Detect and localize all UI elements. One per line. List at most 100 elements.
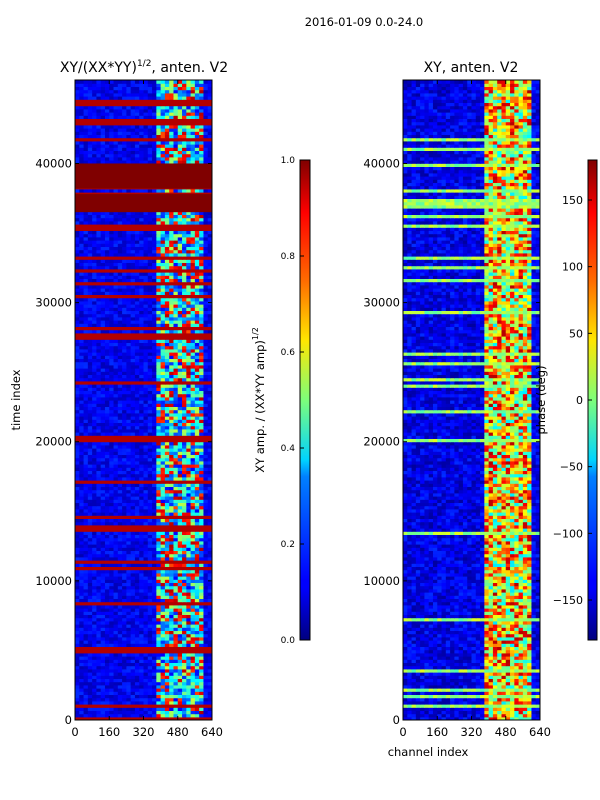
heatmap-cell [169, 508, 175, 513]
heatmap-cell [122, 291, 127, 295]
heatmap-cell [186, 508, 192, 513]
heatmap-cell [75, 451, 80, 455]
heatmap-cell [203, 377, 209, 382]
heatmap-cell [109, 396, 115, 401]
heatmap-cell [92, 300, 98, 305]
heatmap-cell [96, 387, 102, 391]
heatmap-cell [160, 700, 166, 705]
heatmap-cell [75, 396, 80, 401]
heatmap-cell [134, 396, 140, 401]
heatmap-cell [207, 649, 212, 654]
heatmap-cell [87, 512, 93, 516]
heatmap-cell [122, 716, 127, 720]
heatmap-cell [96, 406, 102, 411]
heatmap-cell [83, 278, 89, 283]
heatmap-cell [164, 710, 170, 715]
heatmap-cell [169, 259, 175, 263]
heatmap-cell [147, 233, 153, 238]
heatmap-cell [160, 691, 166, 695]
heatmap-cell [109, 364, 115, 369]
heatmap-cell [143, 576, 149, 580]
heatmap-cell [100, 403, 106, 407]
heatmap-cell [87, 505, 93, 510]
heatmap-cell [134, 464, 140, 468]
heatmap-cell [194, 704, 200, 708]
heatmap-cell [130, 713, 136, 718]
heatmap-cell [177, 544, 183, 548]
heatmap-cell [194, 345, 200, 350]
heatmap-cell [83, 412, 89, 417]
heatmap-cell [182, 617, 187, 622]
heatmap-cell [113, 588, 119, 593]
heatmap-cell [194, 409, 200, 414]
heatmap-cell [122, 569, 127, 574]
heatmap-cell [75, 220, 80, 225]
heatmap-cell [173, 697, 179, 702]
heatmap-cell [160, 640, 166, 644]
heatmap-cell [130, 681, 136, 686]
heatmap-cell [203, 496, 209, 500]
heatmap-cell [87, 672, 93, 676]
heatmap-cell [164, 672, 170, 676]
heatmap-cell [203, 332, 209, 337]
heatmap-cell [122, 672, 127, 676]
heatmap-cell [156, 512, 162, 516]
heatmap-cell [83, 288, 89, 292]
heatmap-cell [194, 249, 200, 254]
heatmap-cell [199, 422, 205, 427]
heatmap-cell [169, 537, 175, 542]
heatmap-cell [152, 227, 157, 231]
heatmap-cell [169, 326, 175, 331]
heatmap-cell [160, 508, 166, 513]
heatmap-cell [173, 614, 179, 619]
heatmap-cell [169, 480, 175, 484]
heatmap-cell [143, 326, 149, 331]
heatmap-cell [130, 592, 136, 596]
heatmap-cell [199, 371, 205, 375]
heatmap-cell [160, 636, 166, 641]
heatmap-cell [164, 470, 170, 475]
heatmap-cell [109, 476, 115, 481]
heatmap-cell [104, 246, 110, 251]
heatmap-cell [186, 355, 192, 359]
heatmap-cell [75, 476, 80, 481]
heatmap-cell [173, 512, 179, 516]
heatmap-cell [177, 320, 183, 324]
heatmap-cell [122, 400, 127, 404]
heatmap-cell [79, 329, 85, 334]
heatmap-cell [134, 425, 140, 430]
heatmap-cell [109, 694, 115, 699]
heatmap-cell [160, 259, 166, 263]
heatmap-cell [75, 364, 80, 369]
heatmap-cell [147, 710, 153, 715]
heatmap-cell [173, 502, 179, 507]
heatmap-cell [79, 345, 85, 350]
heatmap-cell [147, 457, 153, 462]
heatmap-cell [164, 480, 170, 484]
heatmap-cell [79, 710, 85, 715]
heatmap-cell [147, 422, 153, 427]
heatmap-cell [87, 332, 93, 337]
heatmap-cell [92, 406, 98, 411]
heatmap-cell [207, 656, 212, 660]
heatmap-cell [134, 252, 140, 257]
heatmap-cell [177, 531, 183, 535]
heatmap-cell [173, 313, 179, 318]
heatmap-cell [109, 544, 115, 548]
heatmap-cell [186, 486, 192, 491]
heatmap-cell [104, 464, 110, 468]
heatmap-cell [152, 345, 157, 350]
heatmap-cell [96, 582, 102, 587]
heatmap-cell [147, 540, 153, 545]
heatmap-cell [126, 576, 132, 580]
heatmap-cell [83, 416, 89, 420]
heatmap-cell [104, 480, 110, 484]
heatmap-cell [156, 240, 162, 244]
heatmap-cell [199, 227, 205, 231]
heatmap-cell [207, 521, 212, 526]
heatmap-cell [83, 633, 89, 638]
heatmap-cell [130, 262, 136, 267]
heatmap-cell [75, 361, 80, 366]
heatmap-cell [160, 502, 166, 507]
heatmap-cell [207, 227, 212, 231]
